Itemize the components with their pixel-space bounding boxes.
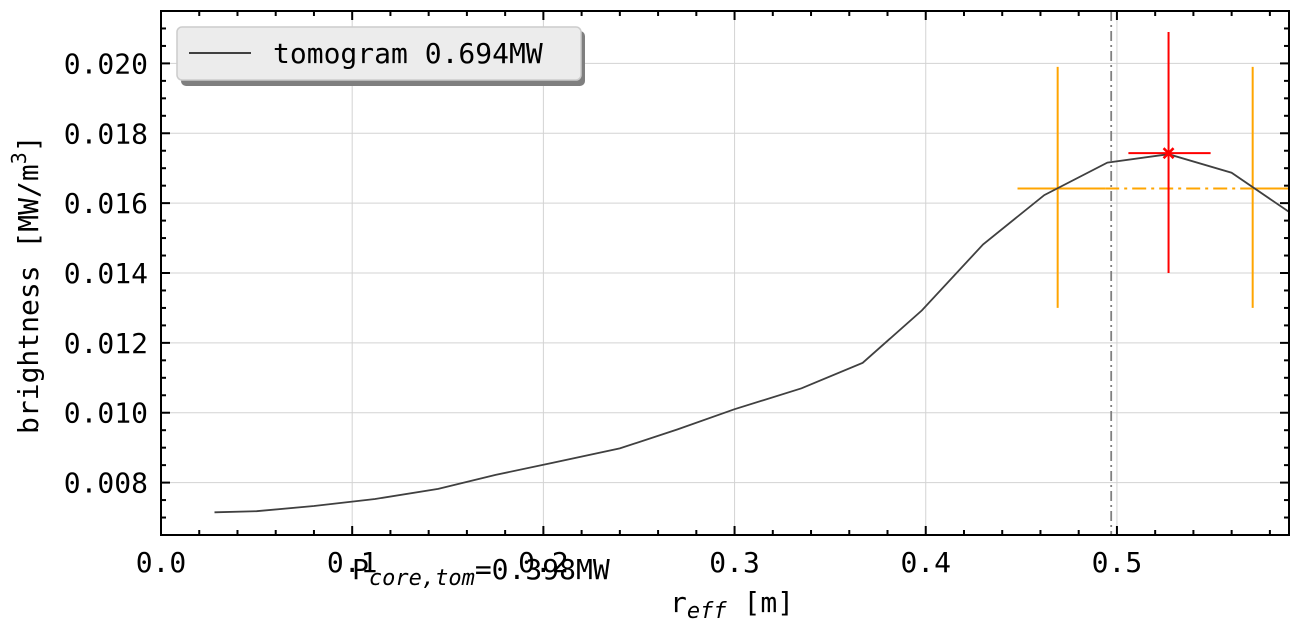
y-axis-label: brightness [MW/m3] xyxy=(7,135,45,434)
red-marker-x-stroke xyxy=(1162,147,1175,160)
x-axis-label: reff [m] xyxy=(670,586,794,624)
x-tick-label: 0.4 xyxy=(900,546,951,579)
core-power-note: Pcore,tom=0.398MW xyxy=(352,553,610,591)
y-tick-label: 0.008 xyxy=(64,467,148,500)
series-line-tomogram xyxy=(214,153,1290,514)
x-tick-label: 0.0 xyxy=(136,546,187,579)
y-tick-label: 0.010 xyxy=(64,397,148,430)
y-tick-label: 0.016 xyxy=(64,187,148,220)
marker-layer xyxy=(1128,31,1211,273)
x-tick-labels: 0.0 0.1 0.2 0.3 0.4 0.5 xyxy=(136,546,1143,579)
y-tick-label: 0.020 xyxy=(64,47,148,80)
legend-label: tomogram 0.694MW xyxy=(273,37,543,70)
legend-box xyxy=(176,26,582,81)
x-tick-label: 0.2 xyxy=(518,546,569,579)
x-tick-label: 0.5 xyxy=(1092,546,1143,579)
x-tick-label: 0.3 xyxy=(709,546,760,579)
series-layer xyxy=(214,153,1290,514)
grid-lines xyxy=(161,11,1289,535)
y-tick-label: 0.014 xyxy=(64,257,148,290)
axis-ticks xyxy=(160,10,1289,536)
y-tick-label: 0.018 xyxy=(64,117,148,150)
y-tick-label: 0.012 xyxy=(64,327,148,360)
y-tick-labels: 0.008 0.010 0.012 0.014 0.016 0.018 0.020 xyxy=(64,47,148,499)
x-tick-label: 0.1 xyxy=(327,546,378,579)
legend: tomogram 0.694MW xyxy=(176,26,585,86)
